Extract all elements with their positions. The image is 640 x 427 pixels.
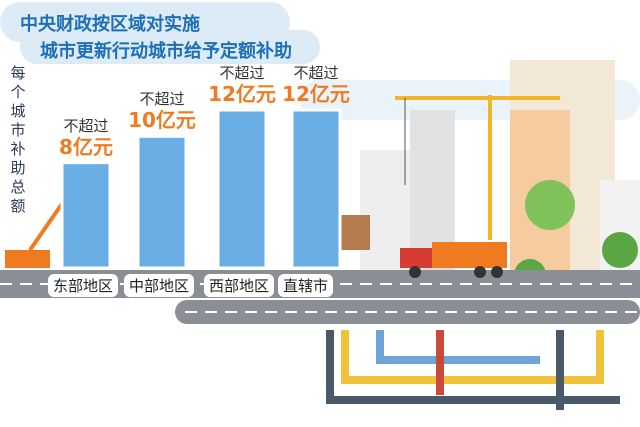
value-prefix: 不超过 (139, 90, 185, 109)
bar-0 (60, 161, 112, 270)
pipes (326, 330, 620, 410)
value-prefix: 不超过 (63, 116, 109, 135)
category-label: 东部地区 (48, 274, 119, 297)
value-label: 不超过 12亿元 (197, 62, 287, 105)
value-label: 不超过 10亿元 (117, 88, 207, 131)
category-label: 直辖市 (278, 274, 334, 297)
value-amount: 12亿元 (208, 82, 276, 106)
category-label: 西部地区 (204, 274, 275, 297)
value-prefix: 不超过 (293, 64, 339, 82)
value-amount: 8亿元 (59, 134, 113, 159)
bar-1 (136, 134, 188, 270)
value-label: 不超过 8亿元 (41, 115, 131, 158)
value-amount: 12亿元 (282, 82, 350, 106)
bar-3 (290, 108, 342, 270)
title-line-1: 中央财政按区域对实施 (20, 14, 200, 35)
value-prefix: 不超过 (219, 64, 265, 82)
title-line-2: 城市更新行动城市给予定额补助 (40, 41, 292, 62)
truck (400, 242, 507, 278)
value-amount: 10亿元 (128, 108, 196, 133)
y-axis-label: 每个城市补助总额 (10, 64, 26, 215)
title-cloud (20, 30, 320, 64)
category-label: 中部地区 (124, 274, 195, 297)
bar-2 (216, 108, 268, 270)
buildings (340, 60, 640, 291)
value-label: 不超过 12亿元 (271, 62, 361, 105)
